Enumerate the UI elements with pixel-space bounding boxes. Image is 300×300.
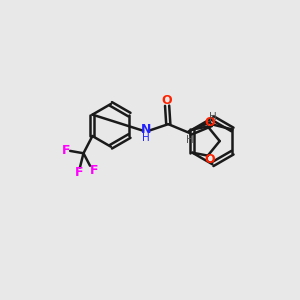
Text: F: F [90,164,98,177]
Text: H: H [186,135,194,145]
Text: O: O [204,153,214,166]
Text: O: O [204,116,214,129]
Text: O: O [162,94,172,107]
Text: N: N [141,123,151,136]
Text: F: F [62,144,70,157]
Text: H: H [209,112,217,122]
Text: H: H [142,133,150,143]
Text: F: F [75,167,84,179]
